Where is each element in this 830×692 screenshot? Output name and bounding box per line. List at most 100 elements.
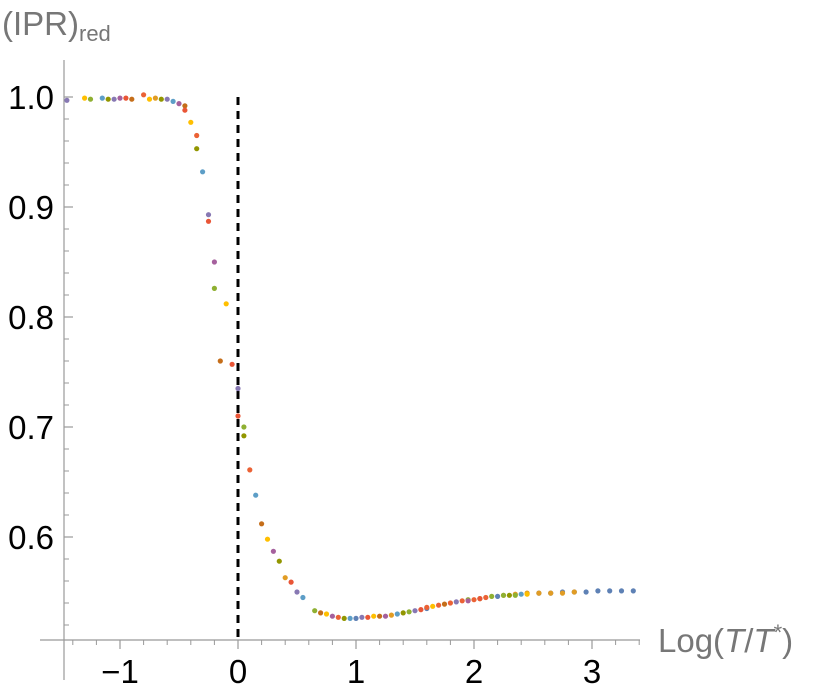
data-point [495, 593, 501, 600]
data-point [64, 97, 70, 103]
x-tick-label: 0 [229, 653, 247, 690]
data-point [318, 610, 324, 616]
y-tick-label: 1.0 [8, 79, 54, 116]
data-point [329, 613, 335, 619]
data-point [259, 521, 265, 527]
data-point [412, 608, 418, 614]
x-axis-title-denominator: T [753, 622, 776, 659]
data-point [282, 575, 288, 581]
data-point [123, 95, 129, 101]
data-point [152, 95, 158, 101]
data-point [453, 599, 459, 605]
data-point [241, 424, 247, 430]
data-point [111, 96, 117, 102]
data-point [595, 588, 601, 594]
data-point [430, 603, 436, 609]
data-point [82, 95, 88, 101]
y-axis-title-base: (IPR) [2, 5, 79, 42]
data-point [559, 590, 566, 596]
data-point [512, 592, 518, 598]
data-point [424, 604, 430, 611]
data-point [400, 610, 406, 616]
x-axis-title: Log(T/T*) [658, 620, 793, 659]
data-point [300, 594, 306, 601]
data-point [211, 259, 217, 265]
data-point [229, 361, 235, 367]
x-axis-title-superscript: * [774, 620, 783, 645]
data-point [353, 615, 359, 622]
data-point [241, 433, 247, 439]
data-point [176, 101, 182, 107]
data-point [211, 285, 217, 291]
data-point [607, 588, 613, 594]
data-point [200, 169, 206, 175]
data-point [182, 103, 188, 109]
data-point [205, 212, 212, 218]
data-point [194, 146, 200, 152]
data-point [141, 92, 147, 98]
y-tick-label: 0.6 [8, 519, 54, 556]
data-point [312, 608, 318, 614]
data-point [341, 615, 347, 622]
data-point [288, 579, 294, 585]
x-axis-title-numerator: T [724, 622, 747, 659]
data-point [506, 592, 512, 598]
data-point [394, 611, 400, 617]
data-point [477, 596, 483, 602]
data-point [571, 589, 577, 595]
data-point [630, 588, 636, 594]
x-axis-title-slash: / [744, 622, 754, 659]
data-point [518, 591, 524, 597]
y-tick-label: 0.7 [8, 409, 54, 446]
data-point [146, 96, 153, 102]
data-point [618, 588, 625, 594]
y-tick-label: 0.9 [8, 189, 54, 226]
data-point [164, 96, 170, 102]
data-point [194, 132, 200, 139]
data-point [188, 119, 194, 125]
data-point [235, 413, 241, 419]
data-point [483, 594, 489, 601]
data-point [536, 590, 542, 596]
data-point [105, 96, 111, 102]
data-point [182, 107, 188, 113]
data-points [64, 92, 636, 622]
data-point [388, 612, 394, 618]
data-point [524, 591, 530, 597]
data-point [459, 598, 465, 604]
ticks: −1 0 1 2 3 0.6 0.7 0.8 0.9 1.0 [8, 79, 640, 690]
data-point [217, 358, 223, 364]
data-point [223, 301, 229, 307]
x-axis-title-prefix: Log( [658, 622, 724, 659]
x-tick-label: 3 [583, 653, 601, 690]
data-point [382, 613, 389, 619]
data-point [264, 536, 271, 542]
data-point [500, 592, 507, 598]
data-point [235, 385, 241, 392]
data-point [471, 597, 477, 603]
data-point [406, 609, 412, 615]
data-point [276, 558, 282, 564]
data-point [371, 613, 377, 619]
data-point [447, 600, 453, 606]
data-point [87, 96, 94, 102]
y-axis-title-subscript: red [79, 21, 111, 46]
data-point [436, 602, 442, 608]
data-point [270, 548, 276, 554]
data-point [489, 593, 495, 600]
axes [40, 60, 640, 680]
data-point [465, 598, 471, 604]
y-tick-label: 0.8 [8, 299, 54, 336]
data-point [441, 601, 448, 607]
data-point [129, 96, 135, 102]
data-point [170, 98, 176, 104]
x-tick-label: −1 [101, 653, 139, 690]
data-point [99, 95, 105, 101]
data-point [365, 614, 371, 620]
data-point [418, 607, 424, 613]
data-point [583, 589, 589, 595]
data-point [158, 96, 164, 102]
x-tick-label: 2 [465, 653, 483, 690]
data-point [359, 614, 365, 620]
